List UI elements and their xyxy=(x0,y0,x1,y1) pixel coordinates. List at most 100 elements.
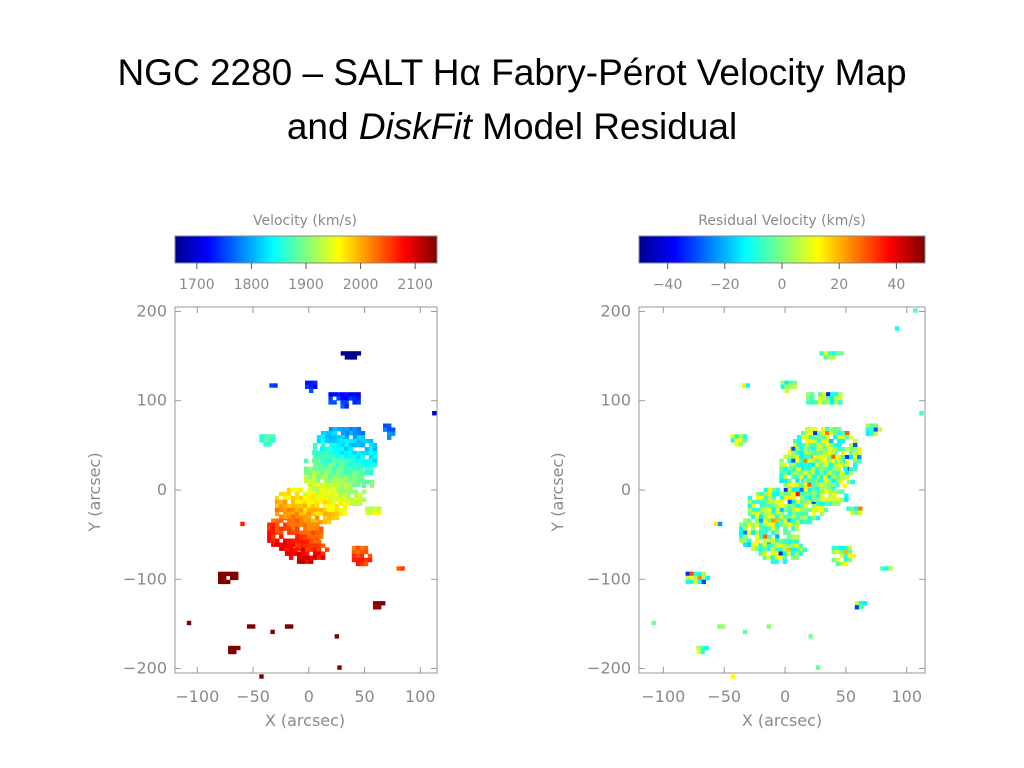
velocity-map-pixel xyxy=(278,507,284,513)
residual-map-pixel xyxy=(779,518,784,523)
velocity-map-pixel xyxy=(282,499,288,505)
residual-map-pixel xyxy=(795,458,800,464)
residual-map-pixel xyxy=(813,435,818,440)
residual-map-pixel xyxy=(816,493,821,498)
velocity-map-pixel xyxy=(340,455,346,460)
velocity-map-pixel xyxy=(359,470,365,476)
residual-map-pixel xyxy=(809,431,814,436)
residual-map-pixel xyxy=(828,501,833,506)
residual-map-pixel xyxy=(755,499,761,505)
velocity-map-pixel xyxy=(259,674,264,679)
residual-map-pixel xyxy=(763,507,769,513)
residual-map-pixel xyxy=(834,396,839,401)
velocity-map-pixel xyxy=(344,435,350,440)
velocity-map-pixel xyxy=(284,624,290,629)
residual-map-pixel xyxy=(755,542,760,547)
residual-map-pixel xyxy=(775,530,780,535)
residual-map-pixel xyxy=(806,396,811,401)
residual-colorbar-tick-label: −20 xyxy=(710,277,740,293)
velocity-map-pixel xyxy=(347,466,353,472)
velocity-map-pixel xyxy=(316,551,322,556)
velocity-map-pixel xyxy=(284,543,290,548)
velocity-map-pixel xyxy=(291,518,296,523)
residual-map-pixel xyxy=(794,551,799,556)
residual-map-pixel xyxy=(730,674,735,679)
residual-map-pixel xyxy=(775,499,781,505)
residual-map-pixel xyxy=(851,553,856,559)
residual-map-pixel xyxy=(813,455,818,460)
residual-map-pixel xyxy=(779,478,784,484)
residual-map-pixel xyxy=(783,462,788,468)
velocity-map-pixel xyxy=(319,482,325,488)
velocity-map-pixel xyxy=(352,467,358,472)
residual-map-pixel xyxy=(779,499,785,505)
velocity-map-pixel xyxy=(340,439,346,444)
velocity-map-pixel xyxy=(310,511,316,517)
residual-map-pixel xyxy=(788,380,793,385)
residual-map-pixel xyxy=(839,462,844,468)
velocity-map-pixel xyxy=(342,497,347,502)
velocity-map-pixel xyxy=(346,501,351,506)
residual-map-pixel xyxy=(799,470,804,476)
residual-map-pixel xyxy=(853,451,858,456)
velocity-map-pixel xyxy=(355,462,361,468)
residual-map-pixel xyxy=(779,466,784,472)
velocity-map-pixel xyxy=(298,511,304,517)
velocity-panel: Velocity (km/s) 1700 1800 1900 2000 2100 −10… xyxy=(85,213,438,730)
residual-map-pixel xyxy=(913,308,918,313)
residual-map-pixel xyxy=(747,542,752,547)
residual-map-pixel xyxy=(837,459,842,464)
residual-map-pixel xyxy=(835,454,840,460)
velocity-map-pixel xyxy=(292,551,298,556)
velocity-map-pixel xyxy=(352,431,358,436)
residual-map-pixel xyxy=(853,443,858,448)
velocity-map-pixel xyxy=(339,474,345,480)
velocity-map-pixel xyxy=(339,446,345,452)
velocity-map-pixel xyxy=(360,443,366,448)
velocity-map-pixel xyxy=(323,450,329,456)
velocity-map-pixel xyxy=(330,515,336,521)
residual-map-pixel xyxy=(775,503,781,509)
velocity-map-pixel xyxy=(347,470,353,476)
residual-map-pixel xyxy=(786,547,791,552)
residual-map-pixel xyxy=(823,466,828,472)
velocity-map-pixel xyxy=(330,491,336,497)
velocity-map-pixel xyxy=(312,443,318,448)
velocity-map-pixel xyxy=(314,487,320,493)
velocity-map-pixel xyxy=(360,451,366,456)
residual-map-pixel xyxy=(790,547,795,552)
residual-map-pixel xyxy=(759,495,765,501)
residual-map-pixel xyxy=(807,491,813,497)
velocity-map-pixel xyxy=(331,474,337,480)
velocity-map-pixel xyxy=(338,497,343,502)
residual-map-pixel xyxy=(771,491,777,497)
residual-map-pixel xyxy=(778,547,783,552)
velocity-map-pixel xyxy=(387,423,392,428)
velocity-map-pixel xyxy=(346,497,351,502)
velocity-map-pixel xyxy=(305,384,310,389)
residual-map-pixel xyxy=(845,459,850,464)
residual-map-pixel xyxy=(849,435,854,440)
residual-map-pixel xyxy=(858,506,863,511)
residual-map-pixel xyxy=(738,442,743,447)
velocity-map-pixel xyxy=(361,479,367,485)
velocity-map xyxy=(186,351,437,679)
residual-map-pixel xyxy=(759,534,764,539)
velocity-map-pixel xyxy=(350,489,355,494)
residual-map-pixel xyxy=(783,495,789,501)
residual-map-pixel xyxy=(807,462,812,468)
velocity-map-pixel xyxy=(263,438,268,443)
velocity-map-pixel xyxy=(291,530,296,535)
residual-map-pixel xyxy=(809,439,814,444)
residual-map-pixel xyxy=(837,427,842,432)
residual-map-pixel xyxy=(779,458,784,464)
velocity-map-pixel xyxy=(287,514,292,519)
residual-map-pixel xyxy=(803,458,808,464)
velocity-map-pixel xyxy=(309,388,314,393)
velocity-map-pixel xyxy=(352,443,358,448)
velocity-map-pixel xyxy=(372,451,378,456)
residual-map-pixel xyxy=(739,534,744,539)
velocity-map-pixel xyxy=(320,543,326,548)
velocity-map-pixel xyxy=(290,507,296,513)
velocity-map-pixel xyxy=(286,511,292,517)
